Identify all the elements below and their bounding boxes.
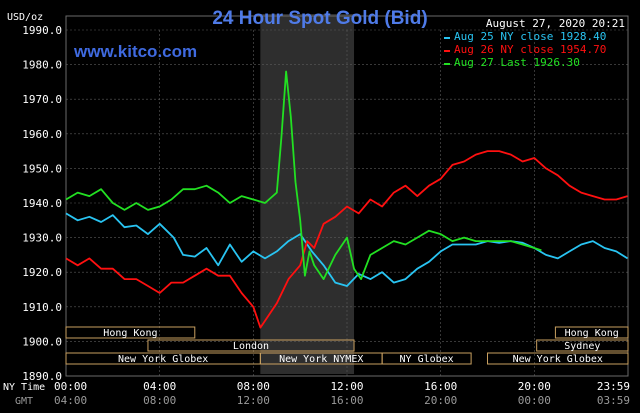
session-box: [487, 352, 629, 365]
session-label: NY Globex: [400, 354, 454, 365]
legend-swatch: [444, 63, 450, 65]
session-box: [536, 339, 629, 352]
y-tick-label: 1910.0: [22, 301, 62, 314]
y-tick-label: 1900.0: [22, 335, 62, 348]
x-tick-label-gmt: 16:00: [330, 394, 363, 407]
plot-frame: [65, 15, 629, 377]
x-axis: 00:0004:0004:0008:0008:0012:0012:0016:00…: [54, 380, 630, 407]
x-tick-label-ny: 00:00: [54, 380, 87, 393]
x-tick-label-gmt: 04:00: [54, 394, 87, 407]
kitco-brand-link[interactable]: www.kitco.com: [73, 42, 197, 61]
chart-timestamp: August 27, 2020 20:21: [486, 17, 625, 30]
session-label: Hong Kong: [565, 328, 619, 339]
y-tick-label: 1890.0: [22, 370, 62, 383]
legend-swatch: [444, 37, 450, 39]
x-tick-label-gmt: 20:00: [424, 394, 457, 407]
legend-entry: Aug 27 Last 1926.30: [454, 56, 580, 69]
x-tick-label-ny: 08:00: [237, 380, 270, 393]
x-tick-label-gmt: 12:00: [237, 394, 270, 407]
x-tick-label-ny: 16:00: [424, 380, 457, 393]
y-unit-label: USD/oz: [7, 12, 43, 23]
x-tick-label-gmt: 00:00: [518, 394, 551, 407]
y-tick-label: 1950.0: [22, 162, 62, 175]
y-tick-label: 1930.0: [22, 232, 62, 245]
x-tick-label-gmt: 08:00: [143, 394, 176, 407]
gmt-label: GMT: [15, 396, 33, 407]
session-label: Hong Kong: [103, 328, 157, 339]
session-label: New York Globex: [118, 354, 208, 365]
x-tick-label-gmt: 03:59: [597, 394, 630, 407]
trading-sessions: Hong Kong Hong Kong London Sydney New York G…: [65, 326, 629, 365]
series-line-3: [65, 70, 542, 281]
session-box: [554, 326, 629, 339]
chart-title: 24 Hour Spot Gold (Bid): [212, 8, 427, 29]
session-label: London: [233, 341, 269, 352]
session-label: New York Globex: [513, 354, 603, 365]
session-label: New York NYMEX: [279, 354, 363, 365]
legend-entry: Aug 26 NY close 1954.70: [454, 43, 606, 56]
y-tick-label: 1920.0: [22, 266, 62, 279]
y-tick-label: 1970.0: [22, 93, 62, 106]
price-series: [65, 70, 628, 329]
x-tick-label-ny: 23:59: [597, 380, 630, 393]
x-tick-label-ny: 20:00: [518, 380, 551, 393]
series-line-2: [65, 150, 628, 329]
y-tick-label: 1980.0: [22, 59, 62, 72]
x-tick-label-ny: 04:00: [143, 380, 176, 393]
y-tick-label: 1940.0: [22, 197, 62, 210]
session-label: Sydney: [564, 341, 600, 352]
legend-swatch: [444, 50, 450, 52]
session-box: [381, 352, 472, 365]
ny-time-label: NY Time: [3, 382, 45, 393]
session-box: [147, 339, 355, 352]
y-tick-label: 1960.0: [22, 128, 62, 141]
x-tick-label-ny: 12:00: [330, 380, 363, 393]
session-box: [65, 326, 196, 339]
y-tick-label: 1990.0: [22, 24, 62, 37]
y-axis: 1990.0 1980.0 1970.0 1960.0 1950.0 1940.0 1930…: [22, 24, 62, 383]
legend-entry: Aug 25 NY close 1928.40: [454, 30, 606, 43]
